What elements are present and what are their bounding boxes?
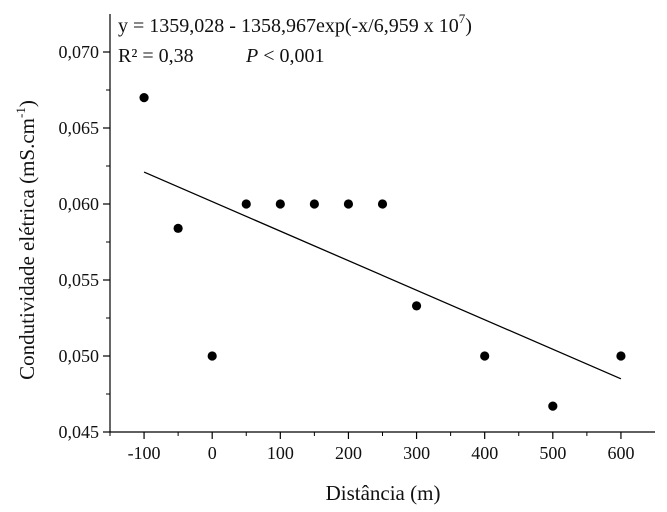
y-axis-title: Condutividade elétrica (mS.cm-1) [13, 100, 39, 380]
p-value: < 0,001 [258, 45, 324, 67]
data-point [139, 93, 149, 103]
equation-text: y = 1359,028 - 1358,967exp(-x/6,959 x 10… [118, 11, 472, 37]
x-tick-label: 500 [539, 443, 566, 463]
plot-frame [109, 14, 655, 433]
y-tick-label: 0,065 [59, 118, 100, 138]
y-axis-title-main: Condutividade elétrica (mS.cm [15, 118, 39, 380]
data-point [616, 351, 626, 361]
x-tick-label: -100 [128, 443, 161, 463]
data-point [548, 401, 558, 411]
y-axis-title-close: ) [15, 100, 39, 107]
y-tick-label: 0,060 [59, 194, 100, 214]
data-points [139, 93, 626, 411]
data-point [377, 199, 388, 209]
data-point [480, 351, 490, 361]
p-symbol: P [245, 45, 258, 67]
equation-main: y = 1359,028 - 1358,967exp(-x/6,959 x 10 [118, 15, 459, 37]
x-tick-label: 600 [607, 443, 634, 463]
y-axis-title-exponent: -1 [13, 107, 28, 118]
y-tick-label: 0,055 [59, 270, 100, 290]
data-point [241, 199, 251, 209]
fit-line [143, 171, 622, 380]
y-tick-label: 0,050 [59, 346, 100, 366]
y-ticks: 0,045 0,050 0,055 0,060 0,065 0,070 [59, 42, 110, 442]
x-ticks: -100 0 100 200 300 400 500 600 [109, 432, 634, 463]
fit-line-group [143, 171, 622, 380]
x-axis-title: Distância (m) [326, 481, 441, 505]
data-point [173, 223, 183, 233]
y-tick-label: 0,045 [59, 422, 100, 442]
x-tick-label: 100 [267, 443, 294, 463]
y-tick-label: 0,070 [59, 42, 100, 62]
data-point [309, 199, 319, 209]
data-point [343, 199, 354, 209]
equation-exponent: 7 [459, 11, 466, 26]
r-squared-text: R² = 0,38 [118, 45, 194, 67]
p-value-text: P < 0,001 [245, 45, 325, 67]
equation-close: ) [465, 15, 472, 37]
x-tick-label: 400 [471, 443, 498, 463]
x-tick-label: 300 [403, 443, 430, 463]
data-point [275, 199, 285, 209]
x-tick-label: 0 [208, 443, 217, 463]
x-tick-label: 200 [335, 443, 362, 463]
data-point [411, 301, 422, 311]
data-point [207, 351, 217, 361]
